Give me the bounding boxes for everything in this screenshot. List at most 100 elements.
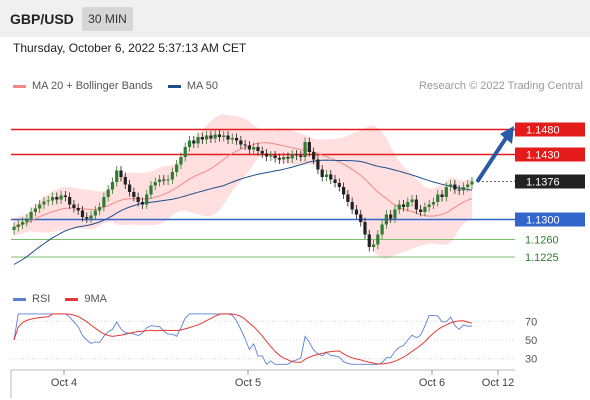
candle-body bbox=[153, 182, 157, 186]
candle bbox=[286, 152, 290, 163]
rsi-tick-2: 30 bbox=[525, 354, 537, 366]
candle-body bbox=[316, 159, 320, 170]
candle bbox=[12, 222, 16, 235]
candle bbox=[132, 187, 136, 202]
candle-body bbox=[448, 184, 453, 187]
candle-body bbox=[277, 158, 281, 160]
legend-item-rsi: RSI bbox=[13, 293, 50, 305]
candle-body bbox=[440, 194, 444, 197]
candle bbox=[350, 197, 354, 214]
candle bbox=[316, 155, 320, 174]
candle-body bbox=[427, 204, 431, 207]
candle bbox=[127, 180, 132, 197]
candle-body bbox=[294, 154, 299, 156]
candle bbox=[354, 205, 359, 219]
candle-body bbox=[59, 195, 63, 200]
candle-body bbox=[264, 153, 269, 157]
candle-body bbox=[312, 152, 316, 160]
candle-body bbox=[102, 197, 106, 207]
candle bbox=[110, 177, 115, 194]
candle bbox=[192, 136, 196, 148]
timeframe-button[interactable]: 30 MIN bbox=[82, 7, 133, 31]
candle bbox=[59, 191, 63, 204]
bollinger-band-layer bbox=[14, 114, 472, 260]
candle bbox=[470, 177, 474, 189]
candle bbox=[145, 190, 149, 209]
candle-body bbox=[282, 157, 286, 160]
candle bbox=[431, 197, 436, 209]
candle-body bbox=[80, 210, 85, 217]
rsi-line bbox=[13, 313, 473, 365]
ma50-line bbox=[13, 159, 473, 265]
candle bbox=[234, 133, 239, 145]
candle bbox=[277, 153, 281, 164]
candle-body bbox=[401, 204, 406, 207]
candle bbox=[187, 136, 192, 152]
candle-body bbox=[132, 192, 136, 197]
candle bbox=[85, 212, 89, 223]
candle bbox=[307, 137, 311, 157]
candle-body bbox=[252, 147, 256, 150]
forecast-arrow-head bbox=[500, 126, 514, 144]
candle bbox=[299, 151, 303, 162]
candle-body bbox=[183, 147, 187, 157]
candle bbox=[136, 192, 140, 207]
forecast-arrow-layer bbox=[476, 126, 514, 183]
symbol-label: GBP/USD bbox=[10, 11, 74, 27]
x-tick-label-0: Oct 4 bbox=[51, 377, 77, 389]
candle-body bbox=[337, 183, 341, 187]
candle bbox=[453, 180, 457, 194]
candle bbox=[205, 131, 209, 144]
candle bbox=[419, 205, 423, 217]
candle-body bbox=[320, 169, 324, 177]
candle bbox=[115, 166, 119, 187]
candle-body bbox=[329, 174, 333, 180]
x-tick-label-2: Oct 6 bbox=[419, 377, 445, 389]
candle-body bbox=[85, 217, 89, 219]
candle bbox=[252, 142, 256, 154]
candle-body bbox=[123, 177, 127, 185]
candle-body bbox=[209, 135, 213, 139]
candle bbox=[196, 132, 200, 148]
legend-swatch-rsi bbox=[13, 297, 26, 301]
candle-body bbox=[256, 147, 260, 151]
candle bbox=[38, 200, 42, 213]
candle-body bbox=[89, 215, 93, 219]
candle bbox=[33, 204, 38, 217]
candle bbox=[303, 137, 307, 162]
candle bbox=[457, 185, 461, 195]
candle-body bbox=[414, 199, 418, 210]
candle bbox=[29, 207, 33, 223]
candle bbox=[346, 190, 350, 207]
candle-body bbox=[20, 222, 25, 225]
candle-body bbox=[33, 208, 38, 212]
candle-body bbox=[410, 199, 414, 202]
candle-body bbox=[436, 194, 440, 202]
candle-body bbox=[350, 202, 354, 210]
candle-body bbox=[307, 142, 311, 152]
candle-body bbox=[46, 200, 50, 202]
candle-body bbox=[110, 182, 115, 190]
candle bbox=[200, 132, 204, 144]
x-axis: Oct 4 Oct 5 Oct 6 Oct 12 bbox=[10, 369, 515, 398]
candle-body bbox=[205, 135, 209, 140]
candle bbox=[380, 220, 384, 239]
candle bbox=[170, 167, 174, 184]
candle-body bbox=[166, 179, 170, 181]
candle bbox=[329, 170, 333, 184]
candle bbox=[226, 131, 230, 144]
candle bbox=[76, 203, 80, 215]
candle bbox=[98, 202, 102, 215]
candle bbox=[371, 240, 376, 252]
candle-body bbox=[136, 197, 140, 202]
candle bbox=[384, 210, 388, 229]
legend-swatch-ma50 bbox=[167, 84, 181, 88]
candle bbox=[243, 140, 247, 150]
candle-body bbox=[42, 201, 46, 205]
pivot-tag bbox=[515, 212, 585, 227]
candle bbox=[324, 170, 329, 182]
resistance-label-1: 1.1430 bbox=[526, 150, 560, 162]
legend-label-rsi: RSI bbox=[32, 293, 51, 305]
candle bbox=[273, 151, 277, 163]
